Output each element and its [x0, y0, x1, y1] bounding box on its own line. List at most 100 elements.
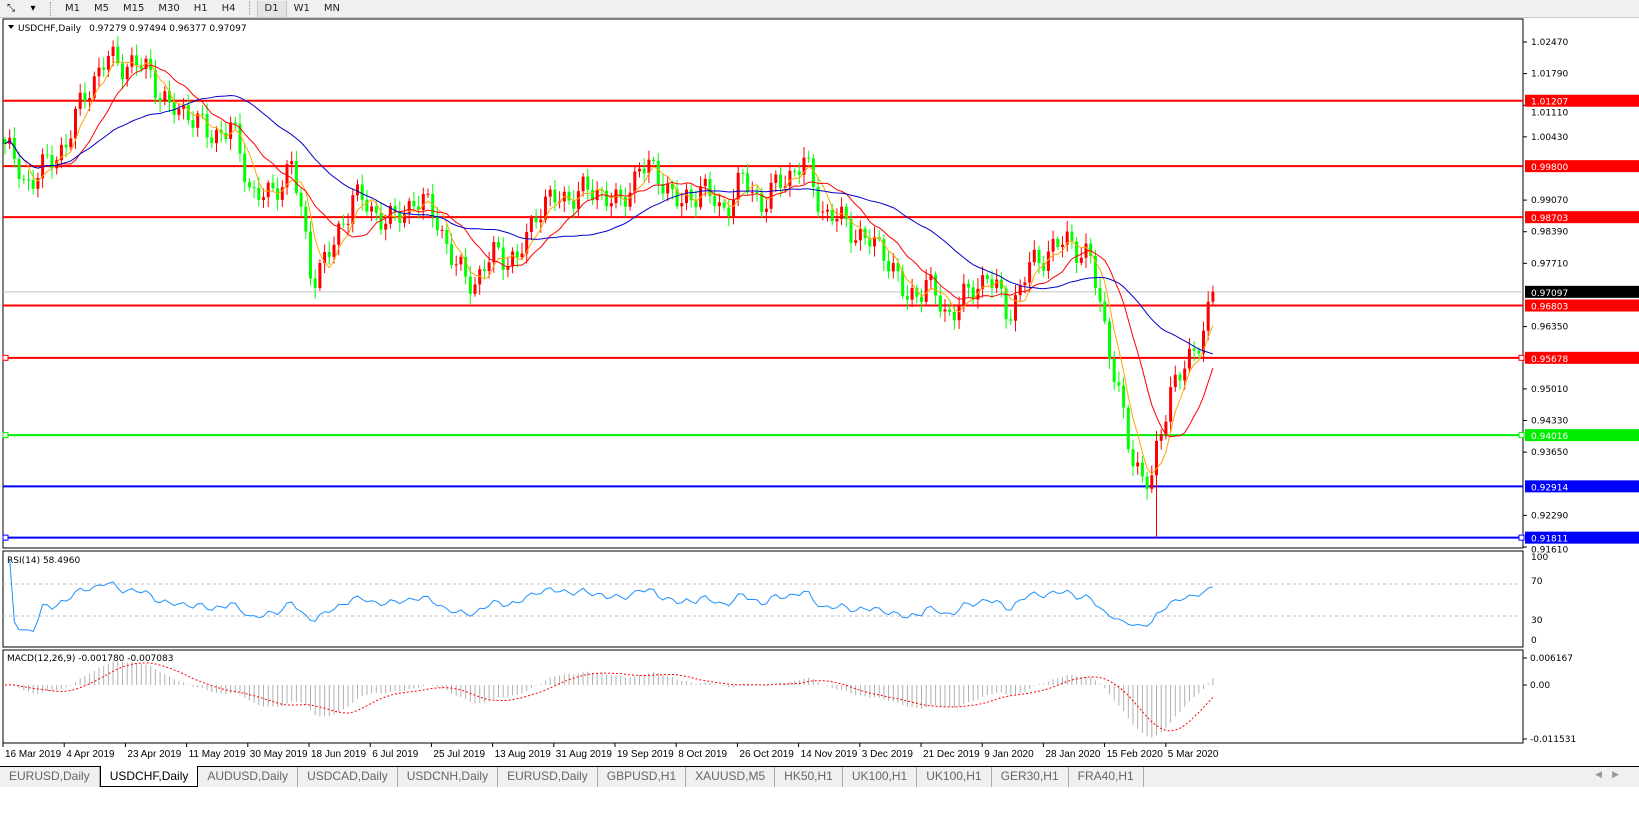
date-label: 14 Nov 2019 [801, 749, 858, 760]
candle-body [22, 178, 26, 180]
chart-tab[interactable]: AUDUSD,Daily [198, 767, 299, 787]
candle-body [50, 154, 54, 169]
chart-tab[interactable]: GER30,H1 [992, 767, 1069, 787]
candle-body [407, 200, 411, 214]
candle-body [623, 197, 627, 207]
candle-body [473, 284, 477, 294]
candle-body [619, 189, 623, 198]
chart-tab[interactable]: USDCHF,Daily [99, 766, 199, 787]
candle-body [247, 182, 251, 188]
candle-body [487, 262, 491, 271]
level-price-tag [1525, 480, 1639, 493]
candle-body [92, 76, 96, 99]
price-tick-label: 0.93650 [1531, 448, 1568, 458]
candle-body [868, 238, 872, 247]
candle-body [186, 104, 190, 121]
timeframe-d1[interactable]: D1 [256, 0, 287, 17]
timeframe-m1[interactable]: M1 [65, 2, 80, 14]
candle-body [158, 98, 162, 102]
candle-body [576, 191, 580, 209]
candle-body [873, 237, 876, 247]
chart-tab[interactable]: EURUSD,Daily [498, 767, 598, 787]
candle-body [74, 108, 77, 139]
candle-body [854, 240, 858, 243]
chart-tab[interactable]: GBPUSD,H1 [598, 767, 687, 787]
candle-body [816, 187, 820, 212]
rsi-tick-label: 70 [1531, 577, 1543, 587]
timeframe-list: M1 M5 M15 M30 H1 H4 D1 W1 MN [58, 0, 347, 17]
date-label: 9 Jan 2020 [984, 749, 1034, 760]
candle-body [374, 206, 378, 213]
candle-body [1037, 249, 1041, 264]
candle-body [59, 144, 63, 161]
chart-area[interactable]: 1.02470 1.01790 1.01110 1.00430 0.99070 0.983… [0, 0, 1639, 766]
candle-body [661, 183, 665, 194]
candle-body [788, 170, 792, 187]
candle-body [417, 206, 421, 211]
date-label: 25 Jul 2019 [433, 749, 485, 760]
candle-body [243, 153, 247, 183]
price-tick-label: 0.94330 [1531, 417, 1568, 427]
candle-body [515, 251, 519, 258]
candle-body [910, 287, 914, 300]
candle-body [1206, 301, 1210, 331]
candle-body [294, 161, 298, 193]
candle-body [379, 212, 383, 230]
timeframe-m15[interactable]: M15 [123, 2, 145, 14]
timeframe-m5[interactable]: M5 [94, 2, 109, 14]
level-handle [1518, 534, 1525, 541]
chart-tab[interactable]: UK100,H1 [843, 767, 918, 787]
candle-body [1169, 387, 1173, 422]
chart-tab[interactable]: USDCAD,Daily [298, 767, 398, 787]
candle-body [1009, 319, 1013, 321]
candle-body [1070, 231, 1074, 242]
candle-body [360, 184, 364, 200]
candle-body [821, 211, 825, 213]
candle-body [666, 183, 670, 194]
candle-body [783, 186, 787, 188]
price-tick-label: 0.96350 [1531, 323, 1568, 333]
candle-body [647, 159, 651, 174]
chart-tab[interactable]: FRA40,H1 [1069, 767, 1144, 787]
line-tool-icon[interactable]: ⤡ [7, 3, 15, 14]
candle-body [177, 108, 181, 115]
candle-body [985, 275, 989, 280]
chart-tab[interactable]: EURUSD,Daily [0, 767, 100, 787]
dropdown-arrow-icon[interactable]: ▾ [30, 3, 36, 14]
candle-body [121, 63, 124, 80]
date-label: 16 Mar 2019 [5, 749, 62, 760]
timeframe-w1[interactable]: W1 [293, 2, 310, 14]
candle-body [205, 114, 209, 138]
chart-tab[interactable]: HK50,H1 [775, 767, 843, 787]
candle-body [901, 271, 905, 296]
candle-body [858, 228, 862, 241]
candle-body [478, 269, 482, 285]
candle-body [64, 144, 68, 148]
tab-scroll-arrows[interactable]: ◀▶ [1595, 770, 1629, 780]
chart-tab[interactable]: XAUUSD,M5 [686, 767, 776, 787]
candle-body [1093, 255, 1097, 289]
candle-body [1155, 440, 1158, 476]
chart-tab[interactable]: UK100,H1 [917, 767, 992, 787]
timeframe-m30[interactable]: M30 [158, 2, 180, 14]
candle-body [802, 157, 806, 175]
candle-body [1183, 368, 1187, 381]
timeframe-h4[interactable]: H4 [221, 2, 236, 14]
candle-body [1126, 407, 1130, 450]
timeframe-h1[interactable]: H1 [193, 2, 208, 14]
candle-body [341, 223, 345, 225]
chart-tab[interactable]: USDCNH,Daily [398, 767, 499, 787]
candle-body [191, 120, 195, 128]
candle-body [36, 178, 40, 189]
rsi-label: RSI(14) 58.4960 [7, 556, 80, 566]
candle-body [229, 122, 233, 139]
candle-body [797, 171, 801, 175]
candle-body [999, 279, 1003, 289]
candle-body [257, 187, 261, 200]
timeframe-mn[interactable]: MN [323, 2, 340, 14]
candle-body [153, 70, 157, 99]
candle-body [459, 256, 463, 265]
candle-body [1187, 348, 1191, 369]
candle-body [1140, 462, 1144, 477]
candle-body [1192, 348, 1196, 351]
